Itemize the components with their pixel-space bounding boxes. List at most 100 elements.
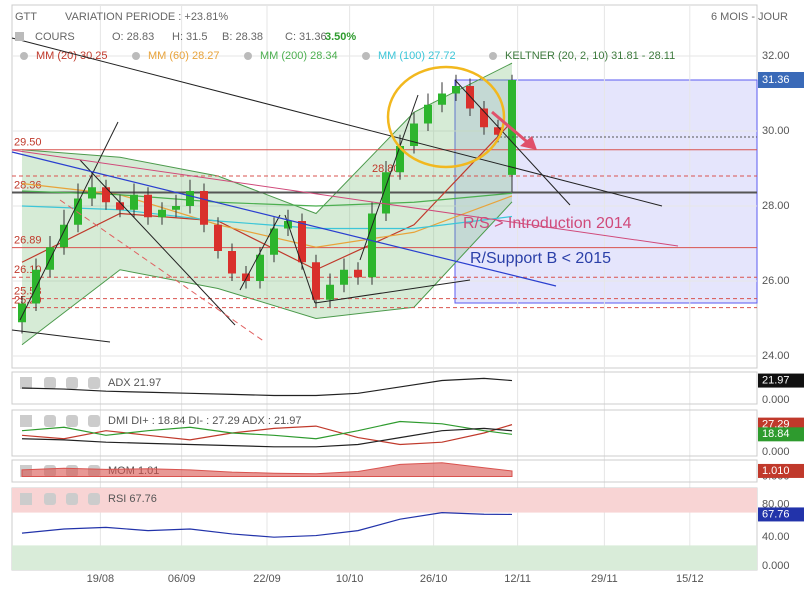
candle-body bbox=[297, 221, 306, 263]
y-tick-label: 0.000 bbox=[762, 394, 790, 406]
period: 6 MOIS - JOUR bbox=[711, 11, 788, 23]
price-tag: 31.36 bbox=[762, 74, 790, 86]
candle-body bbox=[493, 127, 502, 135]
candle-body bbox=[395, 146, 404, 173]
panel-title: DMI DI+ : 18.84 DI- : 27.29 ADX : 21.97 bbox=[108, 415, 302, 427]
keltner-line bbox=[21, 201, 513, 346]
level-label: 29.50 bbox=[14, 137, 42, 149]
trend-line bbox=[11, 37, 663, 207]
trend-line bbox=[11, 329, 111, 343]
legend-icon bbox=[362, 52, 370, 60]
candle-body bbox=[381, 172, 390, 214]
legend-entry: MM (200) 28.34 bbox=[260, 50, 338, 62]
y-tick-label: 0.000 bbox=[762, 446, 790, 458]
candle-body bbox=[227, 251, 236, 274]
value-tag-box bbox=[758, 373, 804, 388]
low: B: 28.38 bbox=[222, 31, 263, 43]
y-tick-label: 80.00 bbox=[762, 498, 790, 510]
resistance-line bbox=[11, 149, 679, 247]
panel-icon bbox=[20, 415, 32, 427]
candle-body bbox=[325, 284, 334, 300]
candle-body bbox=[353, 269, 362, 278]
candle-body bbox=[171, 206, 180, 210]
zone bbox=[12, 488, 757, 513]
candle-body bbox=[465, 86, 474, 109]
candle-body bbox=[241, 273, 250, 281]
legend-icon bbox=[244, 52, 252, 60]
legend-icon bbox=[132, 52, 140, 60]
y-tick-label: 0.000 bbox=[762, 560, 790, 572]
indicator-line bbox=[21, 424, 513, 446]
y-tick-label: 30.00 bbox=[762, 125, 790, 137]
candle-body bbox=[87, 187, 96, 199]
value-tag: 21.97 bbox=[762, 374, 790, 386]
x-tick-label: 26/10 bbox=[420, 573, 448, 585]
panel-icon bbox=[44, 493, 56, 505]
indicator-line bbox=[21, 377, 513, 397]
icon[interactable] bbox=[15, 32, 24, 41]
candle-body bbox=[339, 269, 348, 285]
candle-body bbox=[479, 108, 488, 128]
value-tag-box bbox=[758, 507, 804, 522]
trend-line bbox=[79, 159, 236, 326]
candle-body bbox=[115, 202, 124, 210]
panel-icon bbox=[66, 377, 78, 389]
drawings bbox=[11, 37, 757, 343]
high: H: 31.5 bbox=[172, 31, 207, 43]
panel-icon bbox=[44, 377, 56, 389]
value-tag-box bbox=[758, 427, 804, 442]
panel bbox=[11, 409, 758, 457]
value-tag-box bbox=[758, 463, 804, 478]
y-tick-label: 28.00 bbox=[762, 200, 790, 212]
indicator-line bbox=[21, 511, 513, 538]
trend-line bbox=[19, 121, 119, 321]
zone bbox=[12, 545, 757, 570]
cours: COURS bbox=[35, 31, 75, 43]
x-tick-label: 19/08 bbox=[87, 573, 115, 585]
x-tick-label: 15/12 bbox=[676, 573, 704, 585]
panel-icon bbox=[88, 493, 100, 505]
legend-entry: KELTNER (20, 2, 10) 31.81 - 28.11 bbox=[505, 50, 675, 62]
panel-icon bbox=[88, 377, 100, 389]
panel-title: ADX 21.97 bbox=[108, 377, 161, 389]
variation: VARIATION PERIODE : +23.81% bbox=[65, 11, 228, 23]
trend-line bbox=[284, 214, 316, 304]
legend-entry: MM (20) 30.25 bbox=[36, 50, 108, 62]
close: C: 31.36 bbox=[285, 31, 327, 43]
panel bbox=[11, 371, 758, 405]
candle-body bbox=[409, 123, 418, 146]
moving-average bbox=[21, 205, 513, 230]
panel-title: RSI 67.76 bbox=[108, 493, 157, 505]
candle-body bbox=[367, 213, 376, 278]
legend-entry: MM (100) 27.72 bbox=[378, 50, 456, 62]
x-tick-label: 06/09 bbox=[168, 573, 196, 585]
indicator-line bbox=[21, 420, 513, 440]
highlight-circle bbox=[386, 65, 506, 169]
candle-body bbox=[213, 224, 222, 251]
y-tick-label: 24.00 bbox=[762, 350, 790, 362]
x-tick-label: 10/10 bbox=[336, 573, 364, 585]
indicator-area bbox=[21, 462, 513, 477]
candle-body bbox=[423, 104, 432, 124]
candle-body bbox=[451, 86, 460, 94]
candle-body bbox=[185, 191, 194, 206]
x-tick-label: 29/11 bbox=[591, 573, 618, 585]
open: O: 28.83 bbox=[112, 31, 154, 43]
x-tick-label: 22/09 bbox=[253, 573, 281, 585]
trend-line bbox=[359, 94, 419, 261]
indicator-line bbox=[21, 427, 513, 448]
trend-line bbox=[454, 79, 571, 206]
panel-icon bbox=[66, 493, 78, 505]
y-tick-label: 40.00 bbox=[762, 531, 790, 543]
x-tick-label: 12/11 bbox=[504, 573, 531, 585]
candle-body bbox=[199, 191, 208, 225]
candle-body bbox=[17, 303, 26, 323]
panel-icon bbox=[88, 415, 100, 427]
moving-average bbox=[21, 121, 513, 271]
candle-body bbox=[157, 209, 166, 218]
trend-line bbox=[314, 279, 471, 304]
dashed-line bbox=[59, 199, 266, 343]
candle-body bbox=[143, 194, 152, 218]
panel bbox=[11, 459, 758, 483]
legend-icon bbox=[20, 52, 28, 60]
